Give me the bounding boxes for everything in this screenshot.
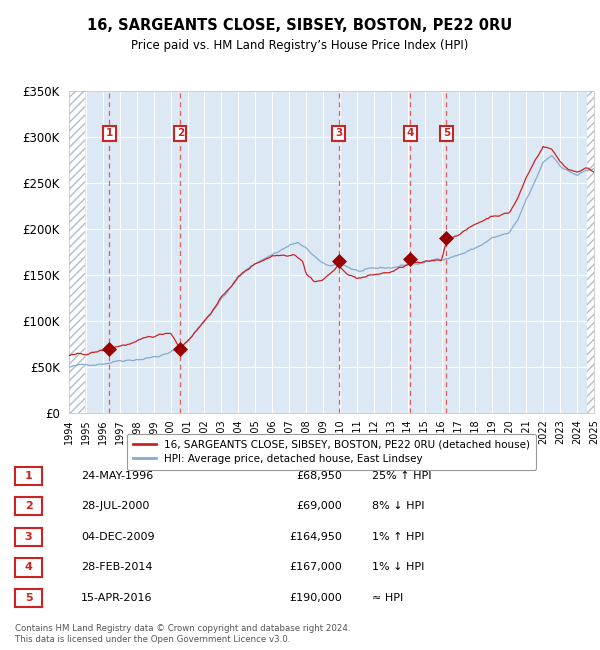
Text: 2: 2 bbox=[176, 129, 184, 138]
Text: 16, SARGEANTS CLOSE, SIBSEY, BOSTON, PE22 0RU: 16, SARGEANTS CLOSE, SIBSEY, BOSTON, PE2… bbox=[88, 18, 512, 34]
Text: 1% ↓ HPI: 1% ↓ HPI bbox=[372, 562, 424, 573]
Text: 1% ↑ HPI: 1% ↑ HPI bbox=[372, 532, 424, 542]
Bar bbox=[69, 91, 85, 413]
Text: Price paid vs. HM Land Registry’s House Price Index (HPI): Price paid vs. HM Land Registry’s House … bbox=[131, 39, 469, 52]
Text: £164,950: £164,950 bbox=[289, 532, 342, 542]
Text: 3: 3 bbox=[335, 129, 342, 138]
Text: 25% ↑ HPI: 25% ↑ HPI bbox=[372, 471, 431, 481]
Legend: 16, SARGEANTS CLOSE, SIBSEY, BOSTON, PE22 0RU (detached house), HPI: Average pri: 16, SARGEANTS CLOSE, SIBSEY, BOSTON, PE2… bbox=[127, 434, 536, 471]
Text: £69,000: £69,000 bbox=[296, 501, 342, 512]
Text: 1: 1 bbox=[25, 471, 32, 481]
Text: ≈ HPI: ≈ HPI bbox=[372, 593, 403, 603]
Text: 4: 4 bbox=[407, 129, 414, 138]
Text: 8% ↓ HPI: 8% ↓ HPI bbox=[372, 501, 425, 512]
Text: 04-DEC-2009: 04-DEC-2009 bbox=[81, 532, 155, 542]
Text: 5: 5 bbox=[443, 129, 450, 138]
Bar bbox=[587, 91, 594, 413]
Text: 28-JUL-2000: 28-JUL-2000 bbox=[81, 501, 149, 512]
Text: 1: 1 bbox=[106, 129, 113, 138]
Text: £167,000: £167,000 bbox=[289, 562, 342, 573]
Text: 24-MAY-1996: 24-MAY-1996 bbox=[81, 471, 153, 481]
Text: 5: 5 bbox=[25, 593, 32, 603]
Text: 3: 3 bbox=[25, 532, 32, 542]
Text: Contains HM Land Registry data © Crown copyright and database right 2024.
This d: Contains HM Land Registry data © Crown c… bbox=[15, 624, 350, 644]
Text: 28-FEB-2014: 28-FEB-2014 bbox=[81, 562, 152, 573]
Text: £68,950: £68,950 bbox=[296, 471, 342, 481]
Text: 15-APR-2016: 15-APR-2016 bbox=[81, 593, 152, 603]
Text: 4: 4 bbox=[25, 562, 32, 573]
Text: £190,000: £190,000 bbox=[289, 593, 342, 603]
Text: 2: 2 bbox=[25, 501, 32, 512]
